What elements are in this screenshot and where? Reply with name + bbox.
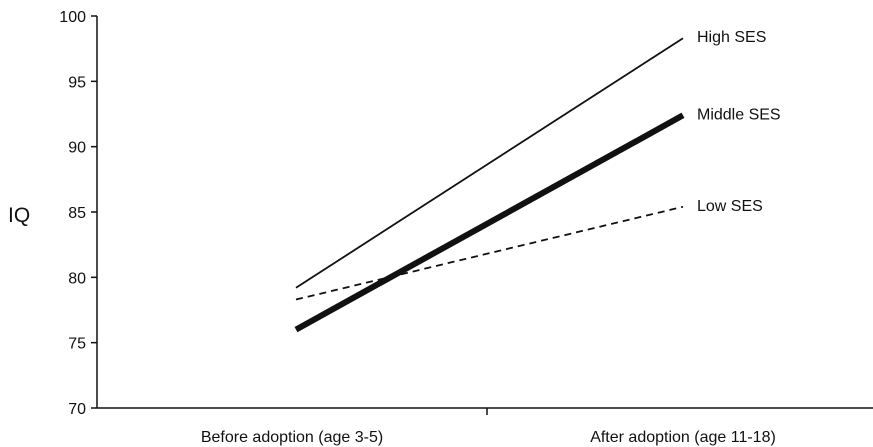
y-tick-label: 80 — [68, 270, 86, 287]
series-line-low-ses — [295, 205, 684, 301]
y-tick-label: 75 — [68, 336, 86, 353]
y-tick-label: 95 — [68, 74, 86, 91]
series-line-middle-ses — [294, 112, 685, 333]
series-label-low-ses: Low SES — [697, 198, 763, 215]
y-axis-label: IQ — [8, 204, 30, 227]
y-tick-label: 85 — [68, 205, 86, 222]
y-tick-label: 100 — [59, 9, 86, 26]
series-label-middle-ses: Middle SES — [697, 106, 781, 123]
x-category-label-before: Before adoption (age 3-5) — [201, 429, 383, 446]
series-label-high-ses: High SES — [697, 29, 766, 46]
x-category-label-after: After adoption (age 11-18) — [590, 429, 776, 446]
series-line-high-ses — [295, 37, 684, 289]
y-tick-label: 70 — [68, 401, 86, 418]
y-ticks: 70 75 80 85 90 95 100 — [59, 9, 97, 418]
y-tick-label: 90 — [68, 140, 86, 157]
